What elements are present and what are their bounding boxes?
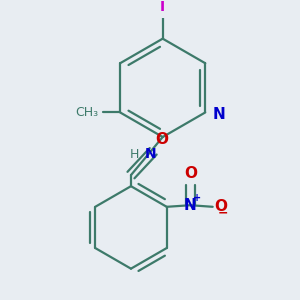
Text: N: N <box>144 148 156 161</box>
Text: CH₃: CH₃ <box>75 106 98 119</box>
Text: N: N <box>212 106 225 122</box>
Text: O: O <box>184 166 197 181</box>
Text: O: O <box>214 199 227 214</box>
Text: N: N <box>184 198 197 213</box>
Text: +: + <box>194 193 202 203</box>
Text: I: I <box>160 0 165 14</box>
Text: −: − <box>218 206 228 219</box>
Text: O: O <box>155 133 168 148</box>
Text: H: H <box>130 148 139 161</box>
